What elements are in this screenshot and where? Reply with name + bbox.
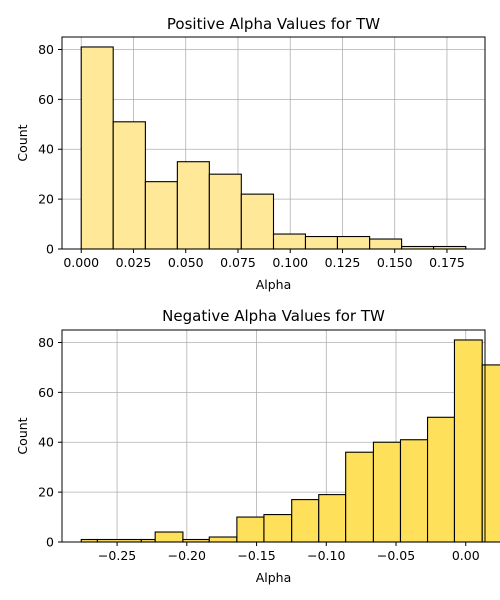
y-tick-label: 40 — [38, 142, 54, 157]
y-tick-label: 60 — [38, 92, 54, 107]
x-tick-label: −0.20 — [168, 548, 206, 563]
histogram-bar — [291, 499, 320, 543]
plot-frame — [61, 329, 486, 543]
x-tick-label: 0.100 — [272, 255, 308, 270]
histogram-bar — [236, 516, 265, 543]
y-tick-label: 40 — [38, 435, 54, 450]
y-tick-label: 20 — [38, 192, 54, 207]
y-tick-label: 80 — [38, 42, 54, 57]
negative-alpha-chart: Negative Alpha Values for TW −0.25 −0.20−… — [15, 307, 500, 585]
x-tick-label: 0.150 — [377, 255, 413, 270]
histogram-bar — [154, 531, 184, 543]
x-tick-label: 0.075 — [220, 255, 256, 270]
x-tick-label: 0.000 — [63, 255, 99, 270]
histogram-bar — [112, 121, 146, 250]
plot-frame — [61, 36, 486, 250]
histogram-bar — [426, 416, 456, 543]
histogram-bar — [208, 173, 242, 250]
chart-title: Positive Alpha Values for TW — [167, 15, 380, 33]
y-tick-label: 20 — [38, 485, 54, 500]
histogram-bar — [369, 238, 403, 250]
histogram-bar — [453, 339, 483, 543]
y-tick-label: 0 — [46, 535, 54, 550]
x-axis-label: Alpha — [256, 277, 292, 292]
positive-alpha-chart: Positive Alpha Values for TW 0.000 0.025 0… — [15, 15, 486, 292]
y-axis-label: Count — [15, 124, 30, 161]
x-tick-label: 0.125 — [325, 255, 361, 270]
histogram-bar — [304, 235, 339, 250]
y-axis-label: Count — [15, 417, 30, 454]
histogram-bar — [481, 364, 500, 543]
x-ticks: −0.25 −0.20 −0.15 −0.10 −0.05 0.00 — [98, 542, 480, 563]
bars — [80, 46, 467, 250]
histogram-bar — [272, 233, 307, 250]
x-tick-label: −0.10 — [307, 548, 345, 563]
chart-title: Negative Alpha Values for TW — [162, 307, 385, 325]
x-tick-label: 0.175 — [429, 255, 465, 270]
x-tick-label: 0.050 — [168, 255, 204, 270]
x-tick-label: 0.025 — [116, 255, 152, 270]
y-tick-label: 80 — [38, 335, 54, 350]
y-tick-label: 60 — [38, 385, 54, 400]
x-tick-label: 0.00 — [452, 548, 480, 563]
histogram-bar — [336, 235, 371, 250]
histogram-bar — [208, 536, 238, 543]
histogram-bar — [372, 441, 402, 543]
histogram-bar — [240, 193, 275, 250]
histogram-bar — [345, 451, 374, 543]
histogram-bar — [176, 161, 210, 250]
x-ticks: 0.000 0.025 0.050 0.075 0.100 0.125 0.150 0.175 — [63, 249, 465, 270]
x-tick-label: −0.15 — [237, 548, 275, 563]
x-axis-label: Alpha — [256, 570, 292, 585]
histogram-bar — [144, 181, 178, 250]
histogram-bar — [318, 494, 347, 543]
x-tick-label: −0.25 — [98, 548, 136, 563]
y-ticks: 0 20 40 60 80 — [38, 335, 62, 550]
x-tick-label: −0.05 — [377, 548, 415, 563]
histogram-bar — [263, 514, 293, 543]
y-tick-label: 0 — [46, 242, 54, 257]
histogram-bar — [80, 46, 114, 250]
y-ticks: 0 20 40 60 80 — [38, 42, 62, 257]
histogram-bar — [399, 439, 429, 543]
